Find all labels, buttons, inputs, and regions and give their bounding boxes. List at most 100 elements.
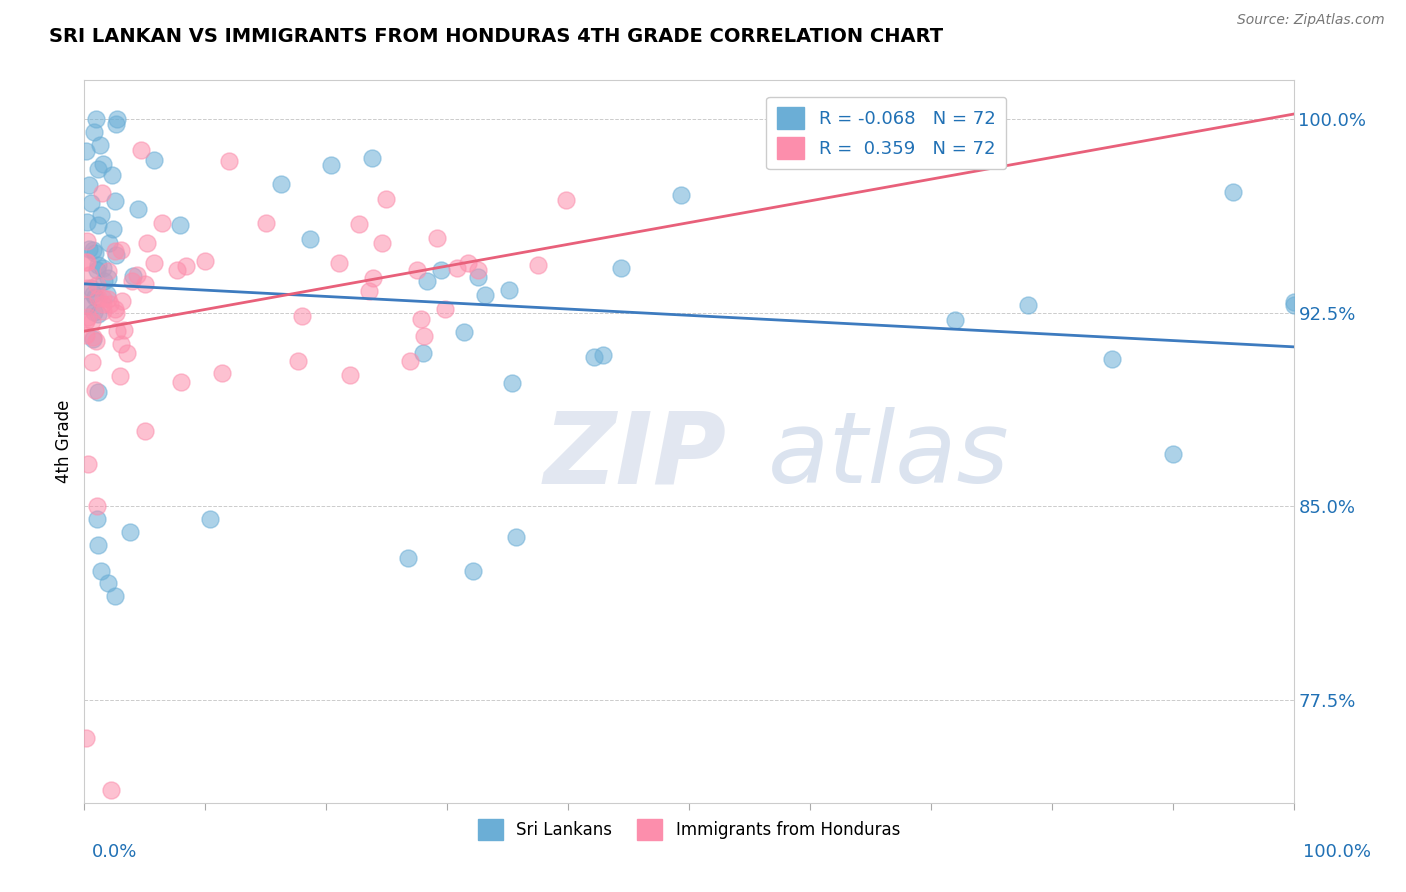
Point	[86, 218, 108, 232]
Point	[166, 262, 188, 277]
Point	[83, 246, 105, 260]
Text: Source: ZipAtlas.com: Source: ZipAtlas.com	[1237, 13, 1385, 28]
Point	[86, 334, 108, 349]
Point	[97, 271, 120, 285]
Point	[112, 323, 135, 337]
Point	[91, 291, 114, 305]
Point	[194, 253, 217, 268]
Point	[87, 538, 110, 552]
Point	[77, 268, 100, 282]
Point	[270, 177, 292, 191]
Point	[97, 292, 120, 306]
Point	[943, 313, 966, 327]
Point	[77, 457, 100, 471]
Point	[82, 287, 104, 301]
Text: 100.0%: 100.0%	[1303, 843, 1371, 861]
Point	[76, 310, 98, 324]
Point	[115, 346, 138, 360]
Point	[412, 345, 434, 359]
Point	[89, 138, 111, 153]
Point	[412, 329, 434, 343]
Point	[104, 194, 127, 209]
Point	[446, 260, 468, 275]
Point	[84, 383, 107, 397]
Point	[299, 232, 322, 246]
Point	[128, 202, 150, 217]
Point	[104, 590, 127, 604]
Point	[1161, 447, 1184, 461]
Point	[76, 235, 98, 249]
Point	[218, 153, 240, 168]
Point	[409, 312, 432, 326]
Point	[501, 376, 523, 390]
Point	[111, 293, 134, 308]
Text: atlas: atlas	[768, 408, 1010, 505]
Point	[134, 277, 156, 291]
Point	[83, 125, 105, 139]
Point	[105, 112, 128, 126]
Point	[498, 283, 520, 297]
Point	[426, 231, 449, 245]
Point	[97, 576, 120, 591]
Point	[104, 244, 127, 259]
Point	[87, 258, 110, 272]
Point	[104, 117, 127, 131]
Point	[76, 255, 98, 269]
Point	[91, 260, 114, 275]
Point	[406, 262, 429, 277]
Point	[86, 512, 108, 526]
Legend: Sri Lankans, Immigrants from Honduras: Sri Lankans, Immigrants from Honduras	[471, 813, 907, 847]
Point	[110, 369, 132, 384]
Point	[360, 151, 382, 165]
Point	[1017, 298, 1039, 312]
Point	[131, 144, 153, 158]
Point	[211, 367, 233, 381]
Point	[357, 284, 380, 298]
Point	[434, 302, 457, 317]
Point	[91, 186, 114, 201]
Point	[87, 291, 110, 305]
Point	[80, 355, 103, 369]
Point	[90, 564, 112, 578]
Point	[87, 308, 110, 322]
Point	[174, 259, 197, 273]
Point	[339, 368, 361, 382]
Point	[461, 564, 484, 578]
Point	[527, 258, 550, 272]
Point	[87, 161, 110, 176]
Text: SRI LANKAN VS IMMIGRANTS FROM HONDURAS 4TH GRADE CORRELATION CHART: SRI LANKAN VS IMMIGRANTS FROM HONDURAS 4…	[49, 27, 943, 45]
Text: 0.0%: 0.0%	[91, 843, 136, 861]
Point	[610, 261, 633, 276]
Point	[143, 153, 166, 167]
Point	[107, 324, 129, 338]
Point	[91, 157, 114, 171]
Point	[453, 326, 475, 340]
Point	[76, 299, 98, 313]
Point	[134, 424, 156, 438]
Point	[291, 309, 314, 323]
Point	[1222, 185, 1244, 199]
Point	[87, 384, 110, 399]
Point	[97, 235, 120, 250]
Point	[77, 242, 100, 256]
Point	[75, 298, 97, 312]
Point	[170, 375, 193, 389]
Point	[93, 274, 115, 288]
Point	[101, 169, 124, 183]
Point	[347, 217, 370, 231]
Point	[91, 297, 114, 311]
Point	[86, 500, 108, 514]
Point	[90, 208, 112, 222]
Point	[110, 337, 132, 351]
Point	[86, 263, 108, 277]
Point	[93, 304, 115, 318]
Point	[430, 263, 453, 277]
Point	[100, 783, 122, 797]
Point	[1282, 294, 1305, 309]
Point	[77, 178, 100, 193]
Point	[98, 297, 121, 311]
Point	[82, 244, 104, 258]
Text: ZIP: ZIP	[544, 408, 727, 505]
Point	[103, 222, 125, 236]
Point	[143, 255, 166, 269]
